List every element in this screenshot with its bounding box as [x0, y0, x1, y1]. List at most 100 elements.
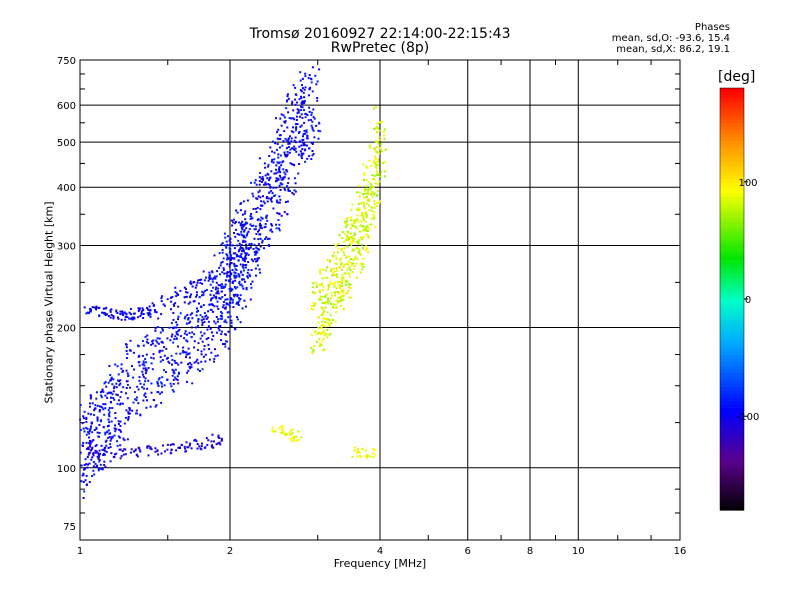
data-point	[365, 178, 368, 181]
data-point	[207, 343, 210, 346]
data-point	[83, 410, 86, 413]
plot-frame	[79, 59, 681, 541]
data-point	[186, 340, 189, 343]
data-point	[302, 141, 304, 144]
data-point	[201, 340, 204, 343]
data-point	[253, 228, 256, 231]
data-point	[345, 218, 348, 221]
data-point	[303, 129, 306, 132]
data-point	[152, 398, 155, 401]
data-point	[304, 86, 307, 89]
data-point	[267, 183, 270, 185]
data-point	[350, 227, 352, 230]
data-point	[82, 481, 85, 483]
data-point	[284, 432, 287, 435]
data-point	[121, 450, 124, 452]
data-point	[101, 390, 104, 393]
data-point	[245, 243, 247, 246]
data-point	[196, 324, 199, 327]
data-point	[243, 278, 245, 281]
data-point	[219, 273, 221, 276]
data-point	[141, 310, 144, 312]
data-point	[240, 270, 243, 273]
data-point	[295, 127, 298, 130]
colorbar-band	[720, 98, 744, 103]
data-point	[342, 251, 345, 254]
data-point	[258, 176, 261, 179]
data-point	[231, 298, 234, 301]
data-point	[250, 283, 252, 286]
data-point	[85, 484, 88, 486]
data-point	[378, 152, 381, 155]
data-point	[353, 219, 356, 222]
data-point	[340, 281, 342, 284]
data-point	[361, 448, 364, 451]
data-point	[224, 340, 227, 343]
data-point	[171, 333, 174, 336]
colorbar-band	[720, 481, 744, 486]
data-point	[341, 291, 344, 293]
colorbar-band	[720, 204, 744, 209]
data-point	[171, 374, 174, 377]
colorbar-band	[720, 334, 744, 339]
data-point	[292, 117, 295, 120]
data-point	[343, 240, 346, 243]
data-point	[182, 346, 185, 349]
data-point	[285, 107, 288, 110]
data-point	[310, 124, 313, 127]
data-point	[146, 387, 149, 390]
x-tick-label: 16	[674, 546, 687, 557]
data-point	[140, 311, 143, 314]
data-point	[308, 155, 311, 158]
data-point	[151, 340, 153, 343]
colorbar-band	[720, 460, 744, 465]
data-point	[117, 420, 120, 423]
data-point	[331, 318, 334, 321]
data-point	[312, 108, 315, 111]
colorbar-band	[720, 256, 744, 261]
data-point	[95, 308, 98, 311]
data-point	[126, 383, 129, 386]
data-point	[220, 290, 223, 293]
data-point	[321, 277, 324, 280]
data-point	[82, 441, 85, 444]
data-point	[224, 236, 227, 239]
data-point	[119, 379, 122, 382]
data-point	[294, 136, 297, 139]
data-point	[95, 306, 98, 309]
data-point	[177, 382, 180, 385]
data-point	[148, 312, 151, 314]
data-point	[360, 211, 363, 214]
data-point	[288, 142, 291, 145]
data-point	[376, 122, 379, 125]
data-point	[286, 99, 289, 102]
data-point	[197, 320, 200, 323]
data-point	[279, 189, 282, 191]
data-point	[340, 261, 343, 264]
data-point	[323, 310, 325, 313]
data-point	[204, 353, 207, 356]
data-point	[273, 430, 276, 432]
data-point	[318, 344, 321, 347]
data-point	[108, 415, 111, 418]
data-point	[367, 188, 370, 191]
colorbar-band	[720, 228, 744, 233]
data-point	[229, 280, 231, 283]
data-point	[230, 319, 233, 322]
data-point	[284, 153, 286, 156]
data-point	[233, 295, 236, 298]
data-point	[230, 297, 233, 300]
data-point	[104, 407, 107, 410]
data-point	[187, 302, 190, 305]
colorbar-band	[720, 383, 744, 388]
data-point	[267, 173, 270, 176]
colorbar-band	[720, 246, 744, 251]
data-point	[79, 428, 82, 431]
data-point	[112, 316, 115, 319]
data-point	[88, 430, 91, 433]
data-point	[283, 130, 286, 133]
data-point	[113, 453, 116, 456]
data-point	[106, 425, 109, 428]
data-point	[264, 181, 267, 184]
colorbar-band	[720, 386, 744, 392]
